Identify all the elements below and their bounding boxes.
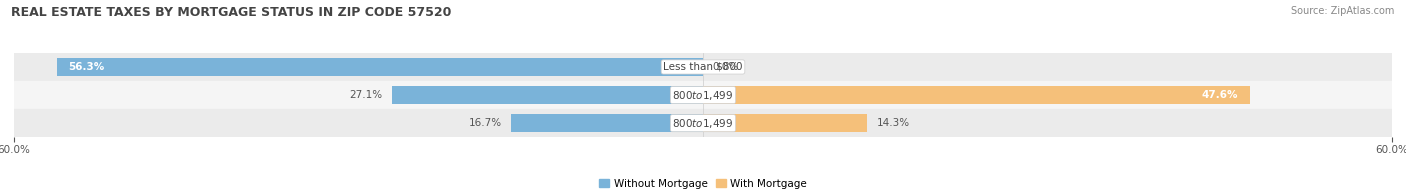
Bar <box>14 109 1392 137</box>
Text: 47.6%: 47.6% <box>1202 90 1239 100</box>
Bar <box>703 86 1250 104</box>
Bar <box>14 53 1392 81</box>
Text: 0.0%: 0.0% <box>713 62 738 72</box>
Text: $800 to $1,499: $800 to $1,499 <box>672 117 734 130</box>
Bar <box>512 114 703 132</box>
Text: 56.3%: 56.3% <box>67 62 104 72</box>
Bar <box>392 86 703 104</box>
Bar <box>56 58 703 76</box>
Text: Source: ZipAtlas.com: Source: ZipAtlas.com <box>1291 6 1395 16</box>
Text: $800 to $1,499: $800 to $1,499 <box>672 89 734 102</box>
Text: 16.7%: 16.7% <box>470 118 502 128</box>
Text: REAL ESTATE TAXES BY MORTGAGE STATUS IN ZIP CODE 57520: REAL ESTATE TAXES BY MORTGAGE STATUS IN … <box>11 6 451 19</box>
Text: 14.3%: 14.3% <box>876 118 910 128</box>
Text: Less than $800: Less than $800 <box>664 62 742 72</box>
Text: 27.1%: 27.1% <box>350 90 382 100</box>
Bar <box>14 81 1392 109</box>
Legend: Without Mortgage, With Mortgage: Without Mortgage, With Mortgage <box>595 174 811 193</box>
Bar <box>703 114 868 132</box>
